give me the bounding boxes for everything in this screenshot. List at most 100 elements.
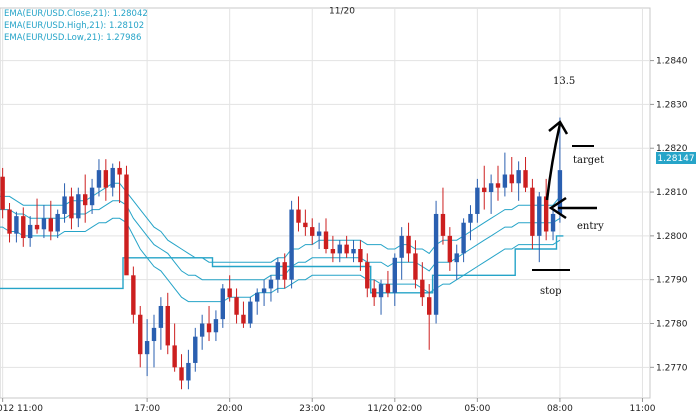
candle xyxy=(248,297,253,328)
candle xyxy=(69,187,74,230)
candle xyxy=(275,257,281,293)
entry-arrow-head xyxy=(548,196,567,220)
candle xyxy=(385,270,391,298)
candle xyxy=(344,235,349,258)
candle xyxy=(14,211,19,243)
candle-body xyxy=(144,341,150,355)
candle xyxy=(193,327,198,372)
candle-body xyxy=(537,196,542,236)
candle xyxy=(7,203,12,243)
candle-body xyxy=(468,213,473,223)
candle xyxy=(227,275,232,302)
candle-body xyxy=(138,314,143,355)
candle-body xyxy=(199,323,205,337)
candle xyxy=(151,314,157,368)
candle-body xyxy=(516,170,521,184)
candle-body xyxy=(227,288,232,298)
candle-body xyxy=(447,235,453,263)
candle-body xyxy=(433,213,439,315)
candle-body xyxy=(399,235,404,258)
candle-body xyxy=(261,288,267,293)
candle xyxy=(41,205,47,239)
candle-body xyxy=(255,292,260,302)
candle xyxy=(330,235,336,263)
x-tick-label: 20:00 xyxy=(217,404,243,414)
candle xyxy=(358,240,363,271)
candle-body xyxy=(103,170,109,188)
candle xyxy=(406,222,411,263)
candle-body xyxy=(303,222,308,228)
x-tick-label: 11/19/2012 11:00 xyxy=(0,404,43,414)
candle-body xyxy=(131,275,136,315)
candle-body xyxy=(509,174,514,184)
candle-body xyxy=(420,279,425,298)
candle-body xyxy=(358,249,363,263)
candle-body xyxy=(392,257,397,293)
candle xyxy=(179,354,184,390)
candle xyxy=(172,323,177,372)
candle-body xyxy=(241,314,246,324)
y-tick-label: 1.2820 xyxy=(656,144,688,154)
candle-body xyxy=(96,170,102,188)
candle-body xyxy=(413,253,418,280)
candle xyxy=(482,165,487,210)
candle-body xyxy=(371,288,377,298)
x-tick-label: 08:00 xyxy=(547,404,573,414)
candle xyxy=(282,253,287,289)
candle xyxy=(468,205,473,241)
candle-body xyxy=(220,288,225,320)
candle-body xyxy=(523,170,528,188)
candle xyxy=(110,163,115,197)
candle-body xyxy=(83,194,88,206)
plot-area xyxy=(0,7,651,399)
candle xyxy=(523,156,528,193)
target-arrow-head xyxy=(548,120,569,135)
candle-body xyxy=(14,216,19,234)
candle xyxy=(351,240,356,263)
candle-body xyxy=(282,262,287,280)
candlestick-series xyxy=(0,117,563,390)
x-axis: 11/19/2012 11:00 17:00 20:00 23:00 11/20 02:… xyxy=(0,398,656,414)
candle-body xyxy=(550,213,556,232)
candle-body xyxy=(21,216,26,239)
candle-body xyxy=(124,174,129,276)
candle xyxy=(427,284,432,350)
candle-body xyxy=(323,231,329,250)
candle-body xyxy=(248,301,253,324)
candle xyxy=(206,305,212,342)
candle-body xyxy=(461,222,466,254)
candle-body xyxy=(213,319,219,333)
candle-body xyxy=(158,305,164,328)
candle xyxy=(117,161,122,203)
annotation-entry: entry xyxy=(577,221,604,232)
candle xyxy=(199,314,205,350)
candle xyxy=(495,165,501,201)
candle xyxy=(62,183,67,223)
candle-body xyxy=(55,213,60,232)
candle xyxy=(550,209,556,241)
candle xyxy=(316,222,322,250)
candle xyxy=(543,178,549,241)
candle-body xyxy=(0,176,5,210)
current-price-badge xyxy=(656,152,696,164)
candle-body xyxy=(76,194,81,219)
candle-body xyxy=(268,279,274,289)
candle-body xyxy=(186,362,191,381)
candle xyxy=(96,159,102,197)
candle-body xyxy=(165,305,170,346)
y-tick-label: 1.2790 xyxy=(656,276,688,286)
candle xyxy=(420,262,425,306)
candle-body xyxy=(330,249,336,254)
candle xyxy=(268,275,274,302)
candle xyxy=(186,349,191,390)
candle xyxy=(509,156,514,193)
candle xyxy=(371,279,377,306)
x-tick-label: 23:00 xyxy=(299,404,325,414)
y-tick-label: 1.2830 xyxy=(656,100,688,110)
candle xyxy=(83,174,88,223)
candle-body xyxy=(27,224,33,239)
candle-body xyxy=(89,187,95,206)
y-tick-label: 1.2780 xyxy=(656,320,688,330)
candle xyxy=(234,288,239,324)
